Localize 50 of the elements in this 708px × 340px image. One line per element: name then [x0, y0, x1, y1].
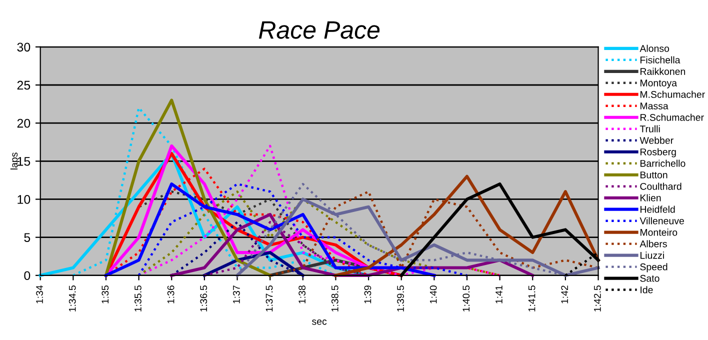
legend-label: Raikkonen — [640, 68, 686, 75]
legend-label: Fisichella — [640, 56, 680, 64]
x-tick-label: 1:37 — [232, 286, 240, 304]
x-tick-label: 1:39.5 — [397, 286, 404, 312]
x-tick-label: 1:42.5 — [594, 286, 601, 312]
y-tick-label: 15 — [18, 157, 30, 166]
legend-label: M.Schumacher — [640, 90, 705, 98]
y-tick-label: 5 — [24, 233, 30, 242]
y-tick-label: 20 — [17, 118, 30, 128]
x-tick-label: 1:38 — [298, 286, 306, 304]
legend-label: Montoya — [640, 80, 678, 88]
legend-label: Sato — [640, 274, 660, 282]
x-axis-title: sec — [312, 320, 327, 325]
y-axis-title: laps — [10, 152, 20, 170]
legend-label: Monteiro — [640, 228, 678, 236]
chart-title: Race Pace — [258, 21, 380, 39]
x-tick-label: 1:42 — [561, 286, 568, 304]
legend-label: Liuzzi — [640, 252, 664, 259]
legend-label: Rosberg — [640, 148, 676, 158]
legend-label: Alonso — [640, 44, 670, 52]
legend-label: Speed — [640, 263, 668, 272]
legend-label: Coulthard — [640, 182, 682, 190]
legend-label: R.Schumacher — [640, 114, 704, 121]
y-tick-label: 0 — [24, 271, 30, 280]
legend-label: Villeneuve — [640, 217, 684, 224]
legend-label: Ide — [640, 286, 653, 294]
x-tick-label: 1:37.5 — [266, 286, 273, 312]
x-tick-label: 1:41.5 — [528, 286, 536, 312]
x-tick-label: 1:36 — [167, 286, 174, 304]
x-tick-label: 1:34 — [36, 285, 43, 304]
y-tick-label: 10 — [18, 195, 30, 204]
legend-label: Albers — [640, 240, 667, 248]
legend-label: Klien — [640, 194, 661, 202]
legend-label: Barrichello — [640, 160, 686, 167]
x-tick-label: 1:35 — [102, 286, 109, 304]
legend-label: Trulli — [640, 125, 660, 132]
x-tick-label: 1:40 — [430, 286, 437, 304]
x-tick-label: 1:35.5 — [134, 286, 142, 312]
y-tick-label: 25 — [17, 80, 30, 90]
x-tick-label: 1:41 — [496, 286, 502, 304]
legend-label: Button — [640, 172, 668, 178]
x-tick-label: 1:36.5 — [200, 286, 208, 312]
legend-label: Massa — [640, 102, 668, 110]
y-tick-label: 30 — [17, 42, 30, 52]
x-tick-label: 1:39 — [364, 286, 372, 304]
legend-label: Heidfeld — [640, 206, 675, 213]
x-tick-label: 1:40.5 — [462, 286, 470, 312]
x-tick-label: 1:38.5 — [331, 286, 338, 312]
legend-label: Webber — [640, 136, 674, 144]
x-tick-label: 1:34.5 — [68, 286, 76, 312]
